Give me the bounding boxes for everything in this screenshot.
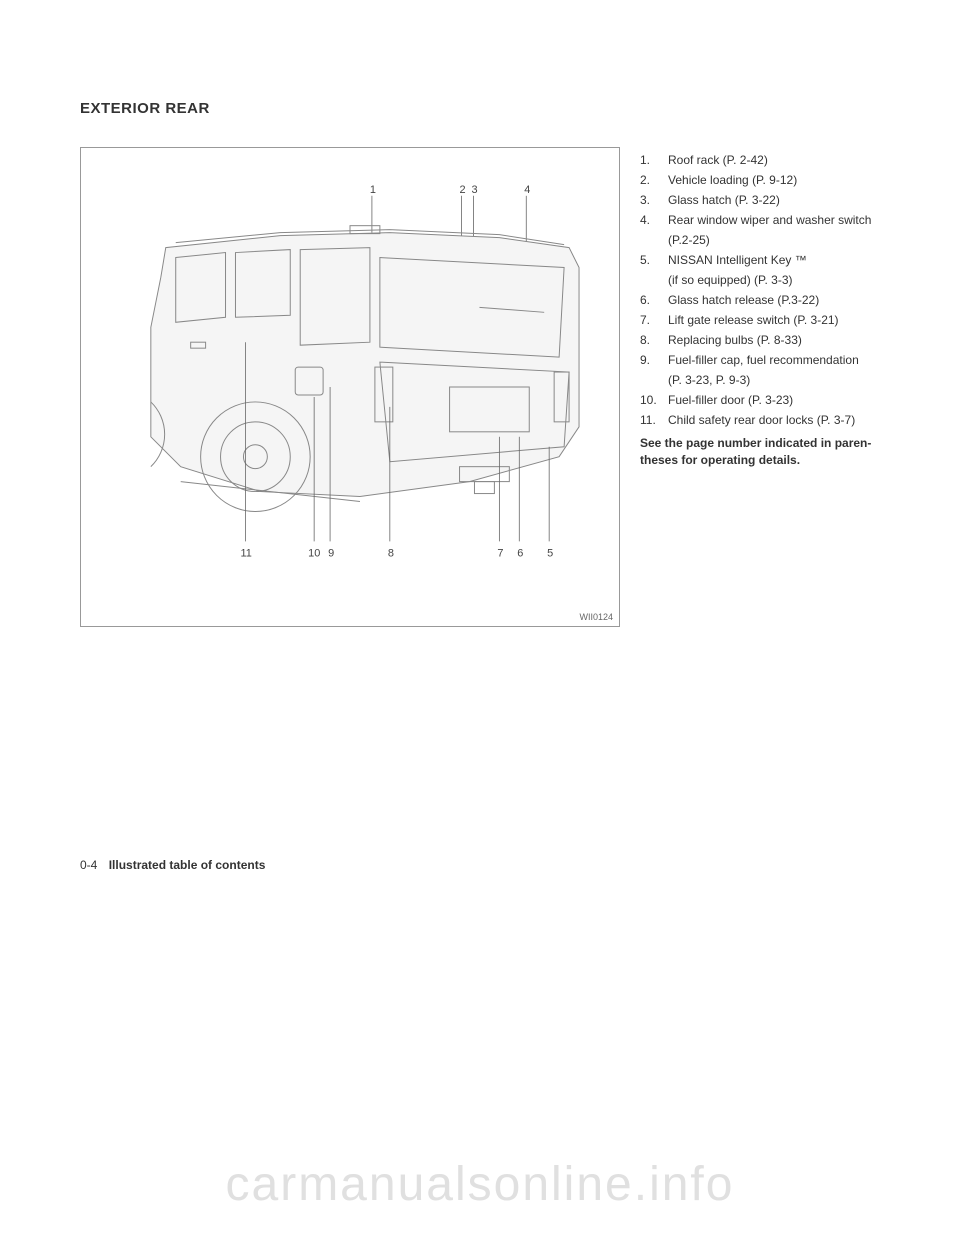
- legend-item: 4.Rear window wiper and washer switch: [640, 211, 900, 229]
- vehicle-illustration: 1 2 3 4: [81, 148, 619, 626]
- legend-item: 6.Glass hatch release (P.3-22): [640, 291, 900, 309]
- legend: 1.Roof rack (P. 2-42) 2.Vehicle loading …: [640, 147, 900, 627]
- callout-7: 7: [497, 547, 503, 559]
- diagram-code: WII0124: [579, 612, 613, 622]
- page-footer: 0-4 Illustrated table of contents: [80, 858, 265, 872]
- legend-item: 7.Lift gate release switch (P. 3-21): [640, 311, 900, 329]
- legend-item: 3.Glass hatch (P. 3-22): [640, 191, 900, 209]
- manual-page: EXTERIOR REAR 1 2 3 4: [0, 0, 960, 1242]
- legend-item: 2.Vehicle loading (P. 9-12): [640, 171, 900, 189]
- callout-2: 2: [460, 184, 466, 196]
- legend-item: 8.Replacing bulbs (P. 8-33): [640, 331, 900, 349]
- watermark: carmanualsonline.info: [0, 1157, 960, 1212]
- callout-5: 5: [547, 547, 553, 559]
- callout-8: 8: [388, 547, 394, 559]
- callout-4: 4: [524, 184, 530, 196]
- legend-sub: (P.2-25): [668, 231, 900, 249]
- section-title: EXTERIOR REAR: [80, 100, 900, 117]
- callout-1: 1: [370, 184, 376, 196]
- callout-11: 11: [240, 547, 251, 559]
- vehicle-diagram: 1 2 3 4: [80, 147, 620, 627]
- legend-note: See the page number indicated in paren-t…: [640, 435, 900, 469]
- legend-sub: (P. 3-23, P. 9-3): [668, 371, 900, 389]
- footer-section-name: Illustrated table of contents: [109, 858, 266, 872]
- legend-item: 1.Roof rack (P. 2-42): [640, 151, 900, 169]
- content-row: 1 2 3 4: [80, 147, 900, 627]
- legend-item: 5.NISSAN Intelligent Key ™: [640, 251, 900, 269]
- callout-6: 6: [517, 547, 523, 559]
- callout-9: 9: [328, 547, 334, 559]
- legend-list: 1.Roof rack (P. 2-42) 2.Vehicle loading …: [640, 151, 900, 429]
- footer-page-number: 0-4: [80, 858, 97, 872]
- legend-item: 10.Fuel-filler door (P. 3-23): [640, 391, 900, 409]
- callout-10: 10: [308, 547, 320, 559]
- legend-item: 11.Child safety rear door locks (P. 3-7): [640, 411, 900, 429]
- legend-item: 9.Fuel-filler cap, fuel recommendation: [640, 351, 900, 369]
- legend-sub: (if so equipped) (P. 3-3): [668, 271, 900, 289]
- callout-3: 3: [471, 184, 477, 196]
